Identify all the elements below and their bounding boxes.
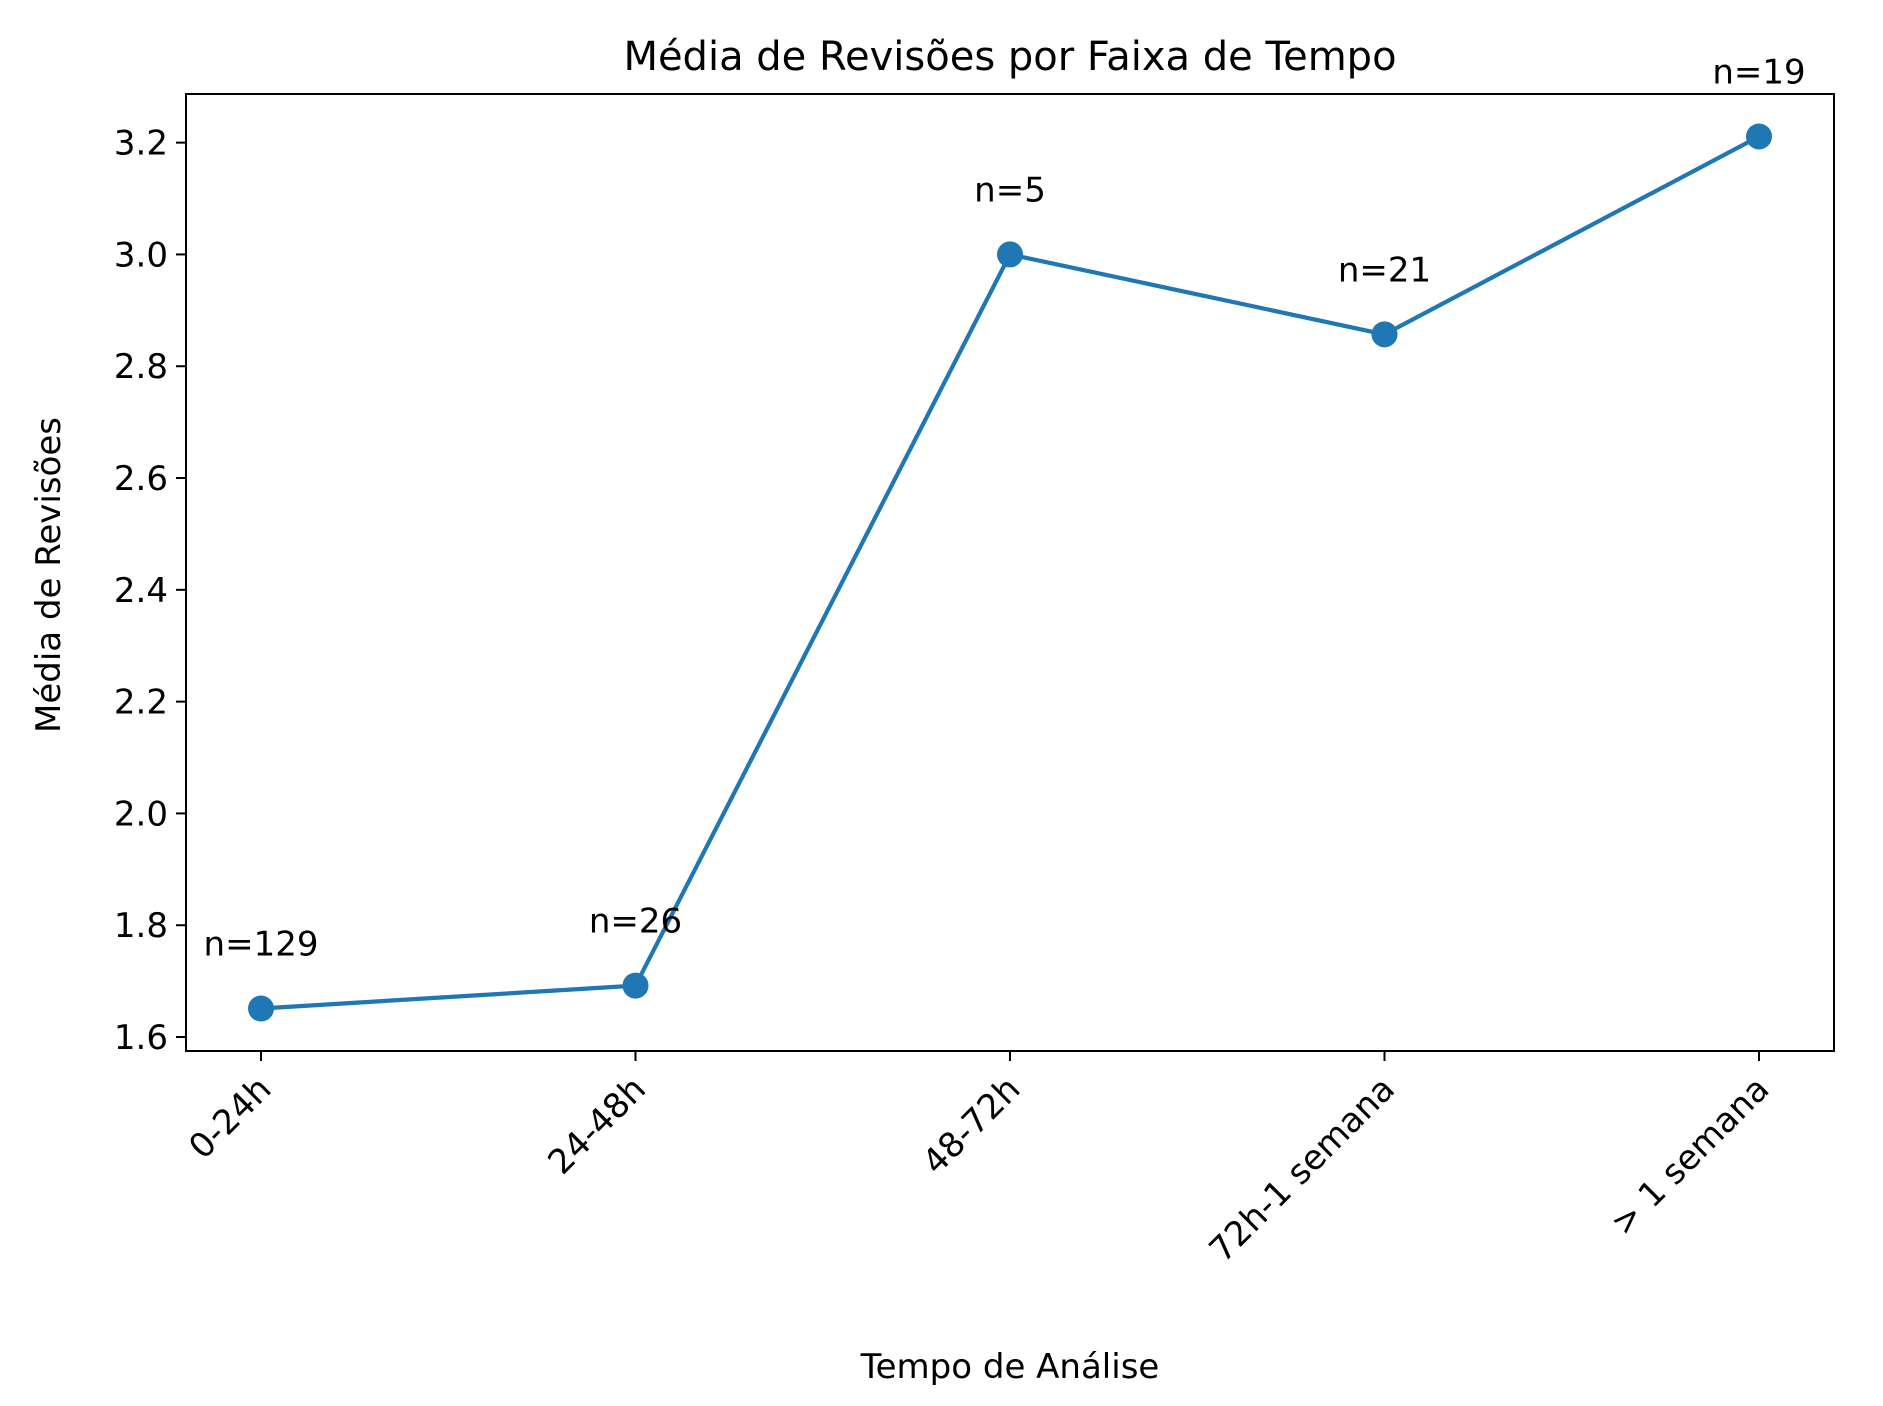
chart-title: Média de Revisões por Faixa de Tempo [623, 34, 1396, 80]
y-tick-label: 2.8 [114, 347, 168, 387]
data-point-label: n=5 [974, 170, 1046, 210]
data-point [1371, 321, 1398, 348]
y-axis-label: Média de Revisões [29, 417, 69, 733]
data-point-label: n=129 [204, 925, 319, 965]
point-labels: n=129 n=26 n=5 n=21 n=19 [204, 52, 1806, 964]
data-point [248, 995, 274, 1022]
y-tick-label: 1.6 [114, 1018, 168, 1058]
y-tick-label: 2.0 [114, 794, 168, 834]
series-markers [248, 123, 1772, 1022]
y-tick-label: 1.8 [114, 906, 168, 946]
data-point [997, 241, 1023, 268]
plot-area: n=129 n=26 n=5 n=21 n=19 [204, 52, 1806, 1022]
y-axis: 1.6 1.8 2.0 2.2 2.4 2.6 2.8 3.0 3.2 [114, 124, 186, 1058]
y-tick-label: 3.2 [114, 124, 168, 164]
y-tick-label: 3.0 [114, 235, 168, 275]
data-point-label: n=21 [1338, 250, 1431, 290]
y-tick-label: 2.6 [114, 459, 168, 499]
y-tick-label: 2.2 [114, 683, 168, 723]
data-point [1746, 123, 1772, 150]
data-point-label: n=19 [1712, 52, 1805, 92]
axes-frame [185, 93, 1835, 1052]
x-axis-label: Tempo de Análise [860, 1347, 1160, 1387]
y-tick-label: 2.4 [114, 571, 168, 611]
data-point [622, 972, 649, 999]
data-point-label: n=26 [589, 902, 682, 942]
